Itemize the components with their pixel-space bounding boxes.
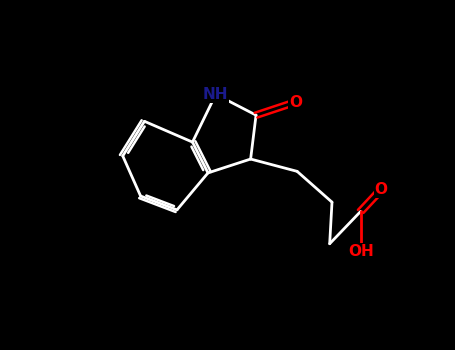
Text: O: O xyxy=(289,94,302,110)
Text: O: O xyxy=(374,182,387,197)
Text: OH: OH xyxy=(348,244,374,259)
Text: NH: NH xyxy=(203,87,228,102)
